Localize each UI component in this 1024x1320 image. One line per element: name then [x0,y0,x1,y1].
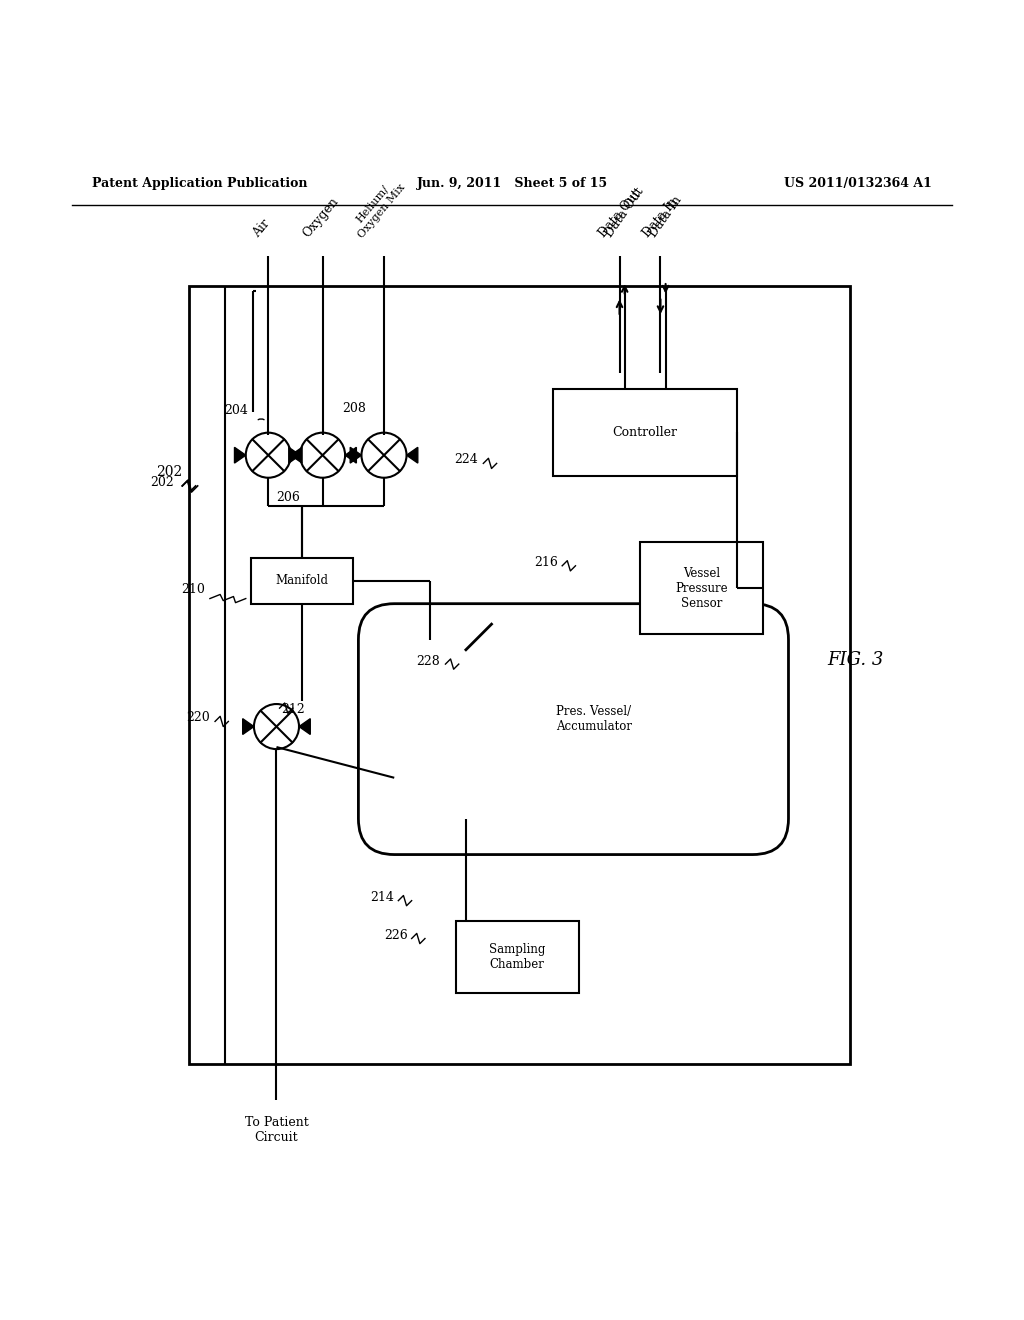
Text: Patent Application Publication: Patent Application Publication [92,177,307,190]
Text: 212: 212 [282,704,305,717]
Text: 226: 226 [384,928,408,941]
Text: Jun. 9, 2011   Sheet 5 of 15: Jun. 9, 2011 Sheet 5 of 15 [417,177,607,190]
Text: 206: 206 [276,491,300,504]
Polygon shape [345,447,356,463]
Text: 228: 228 [417,655,440,668]
FancyBboxPatch shape [358,603,788,854]
Text: Data In: Data In [647,194,684,240]
Text: Sampling
Chamber: Sampling Chamber [488,942,546,972]
Polygon shape [291,447,302,463]
Polygon shape [243,718,254,734]
Text: Oxygen: Oxygen [300,195,341,240]
Polygon shape [289,447,300,463]
FancyBboxPatch shape [553,388,737,475]
Text: Data In: Data In [640,195,681,240]
Text: Vessel
Pressure
Sensor: Vessel Pressure Sensor [675,566,728,610]
FancyBboxPatch shape [456,921,579,993]
Text: 216: 216 [535,556,558,569]
Text: Pres. Vessel/
Accumulator: Pres. Vessel/ Accumulator [556,705,632,733]
Text: 204: 204 [224,404,248,417]
Text: Manifold: Manifold [275,574,329,587]
Text: 208: 208 [342,403,366,416]
FancyBboxPatch shape [640,543,763,635]
FancyBboxPatch shape [189,286,850,1064]
Text: 220: 220 [186,711,210,725]
Text: 202: 202 [151,477,174,488]
Text: Air: Air [250,218,272,240]
Polygon shape [234,447,246,463]
Polygon shape [407,447,418,463]
Polygon shape [350,447,361,463]
Text: To Patient
Circuit: To Patient Circuit [245,1115,308,1143]
Text: Controller: Controller [612,425,678,438]
Text: 202: 202 [156,465,182,479]
Text: 224: 224 [455,453,478,466]
Text: 214: 214 [371,891,394,904]
Text: Data Out: Data Out [596,187,643,240]
FancyBboxPatch shape [251,557,353,603]
Text: Helium/
Oxygen Mix: Helium/ Oxygen Mix [347,174,407,240]
Text: US 2011/0132364 A1: US 2011/0132364 A1 [784,177,932,190]
Text: Data Out: Data Out [603,186,646,240]
Text: FIG. 3: FIG. 3 [826,651,884,669]
Text: 210: 210 [181,583,205,597]
Polygon shape [299,718,310,734]
